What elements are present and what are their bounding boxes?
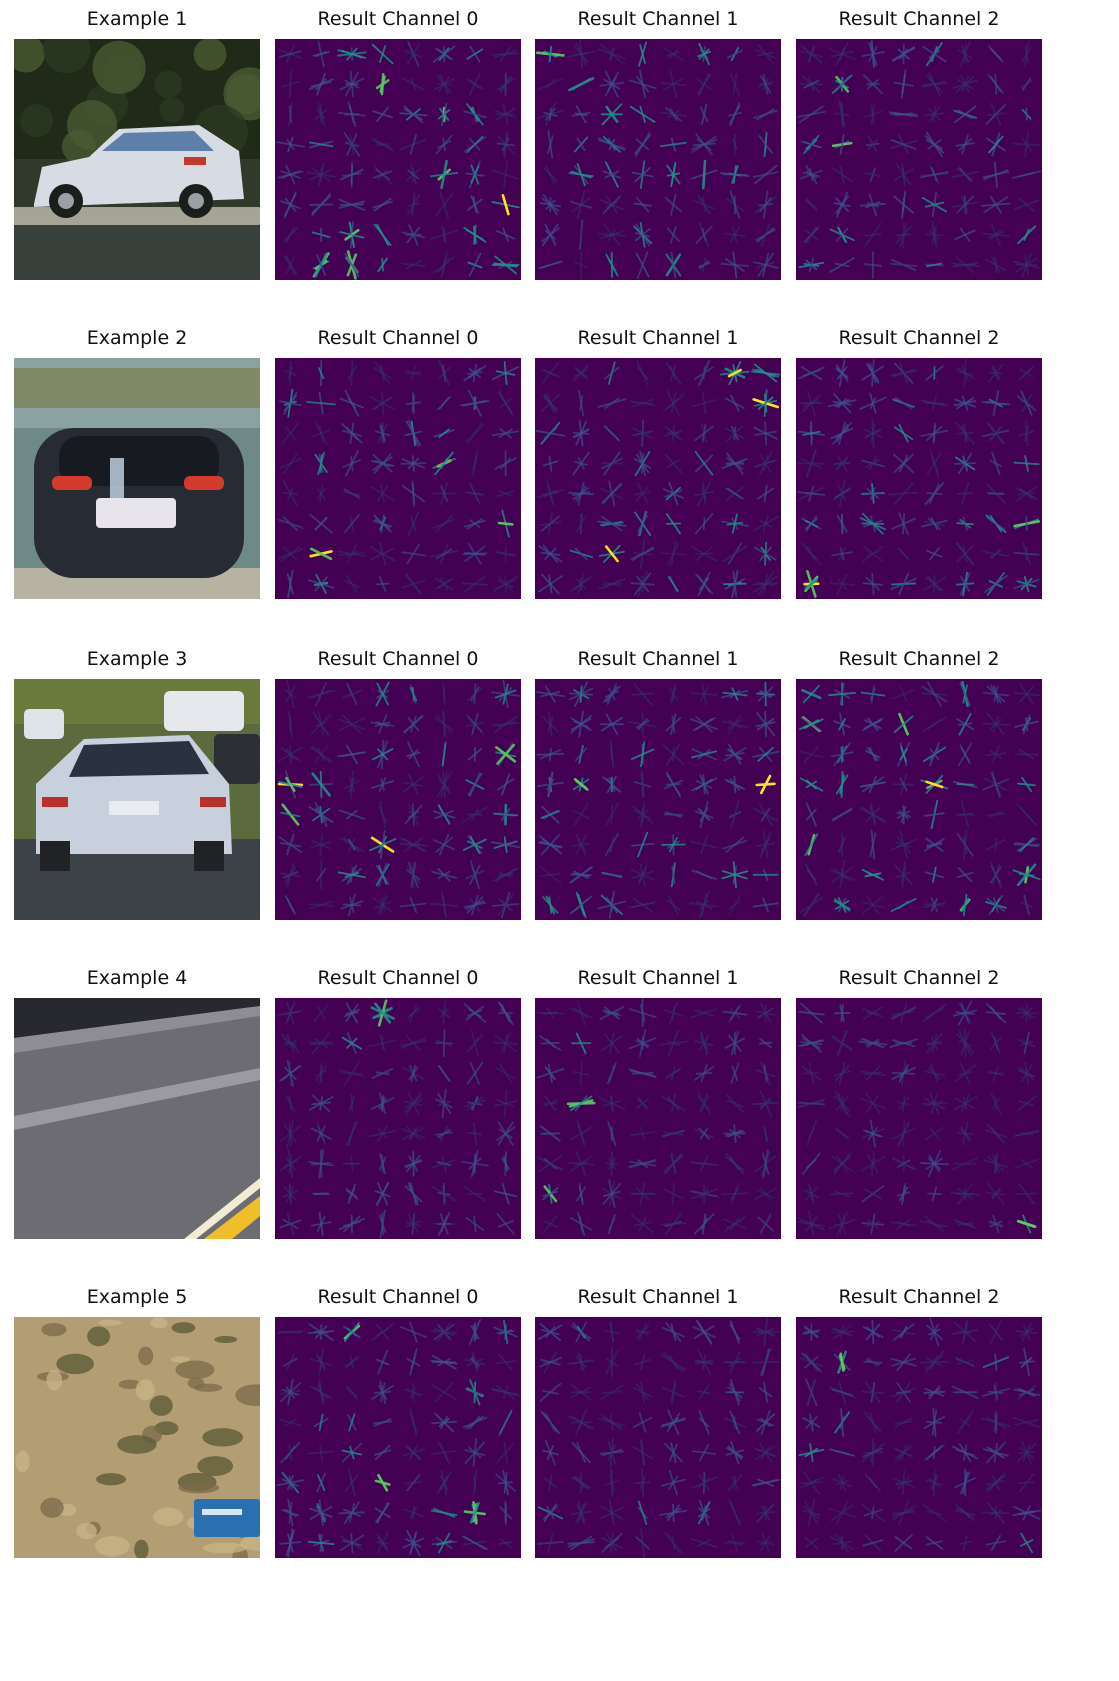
example-4-photo [14,998,260,1239]
example-3-channel-0-hog-image [275,679,521,920]
example-2-channel-0-hog-image [275,358,521,599]
example-1-channel-0-panel: Result Channel 0 [275,4,521,280]
example-1-panel-title: Example 1 [86,8,188,30]
example-5-channel-1-panel: Result Channel 1 [535,1282,781,1558]
example-5-channel-0-hog-image [275,1317,521,1558]
example-2-panel-title: Example 2 [86,327,188,349]
example-1-channel-1-hog-image [535,39,781,280]
example-3-channel-2-panel: Result Channel 2 [796,644,1042,920]
example-1-channel-2-panel: Result Channel 2 [796,4,1042,280]
example-1-channel-2-hog-image [796,39,1042,280]
example-2-photo [14,358,260,599]
example-4-channel-0-hog-image [275,998,521,1239]
example-5-panel: Example 5 [14,1282,260,1558]
example-3-channel-0-panel-title: Result Channel 0 [317,648,479,670]
example-2-channel-2-panel-title: Result Channel 2 [838,327,1000,349]
example-2-channel-0-panel: Result Channel 0 [275,323,521,599]
example-1-channel-0-hog-image [275,39,521,280]
example-4-panel-title: Example 4 [86,967,188,989]
example-3-channel-0-panel: Result Channel 0 [275,644,521,920]
example-4-channel-1-hog-image [535,998,781,1239]
example-2-panel: Example 2 [14,323,260,599]
example-5-channel-2-panel-title: Result Channel 2 [838,1286,1000,1308]
example-4-channel-0-panel: Result Channel 0 [275,963,521,1239]
example-3-panel-title: Example 3 [86,648,188,670]
example-4-channel-2-panel: Result Channel 2 [796,963,1042,1239]
example-1-channel-1-panel-title: Result Channel 1 [577,8,739,30]
example-1-channel-2-panel-title: Result Channel 2 [838,8,1000,30]
example-3-channel-1-panel: Result Channel 1 [535,644,781,920]
example-5-channel-1-hog-image [535,1317,781,1558]
example-2-channel-1-panel-title: Result Channel 1 [577,327,739,349]
example-4-channel-0-panel-title: Result Channel 0 [317,967,479,989]
example-2-channel-0-panel-title: Result Channel 0 [317,327,479,349]
example-4-channel-1-panel-title: Result Channel 1 [577,967,739,989]
example-1-channel-1-panel: Result Channel 1 [535,4,781,280]
example-2-channel-1-panel: Result Channel 1 [535,323,781,599]
example-3-channel-2-hog-image [796,679,1042,920]
example-3-channel-2-panel-title: Result Channel 2 [838,648,1000,670]
example-5-channel-2-panel: Result Channel 2 [796,1282,1042,1558]
example-5-photo [14,1317,260,1558]
example-5-channel-2-hog-image [796,1317,1042,1558]
example-3-channel-1-hog-image [535,679,781,920]
example-5-channel-1-panel-title: Result Channel 1 [577,1286,739,1308]
example-2-channel-1-hog-image [535,358,781,599]
example-2-channel-2-panel: Result Channel 2 [796,323,1042,599]
example-4-channel-2-panel-title: Result Channel 2 [838,967,1000,989]
example-5-channel-0-panel: Result Channel 0 [275,1282,521,1558]
example-2-channel-2-hog-image [796,358,1042,599]
example-3-channel-1-panel-title: Result Channel 1 [577,648,739,670]
example-1-channel-0-panel-title: Result Channel 0 [317,8,479,30]
example-3-photo [14,679,260,920]
example-5-panel-title: Example 5 [86,1286,188,1308]
example-4-panel: Example 4 [14,963,260,1239]
example-4-channel-2-hog-image [796,998,1042,1239]
example-3-panel: Example 3 [14,644,260,920]
example-5-channel-0-panel-title: Result Channel 0 [317,1286,479,1308]
example-1-photo [14,39,260,280]
example-4-channel-1-panel: Result Channel 1 [535,963,781,1239]
example-1-panel: Example 1 [14,4,260,280]
